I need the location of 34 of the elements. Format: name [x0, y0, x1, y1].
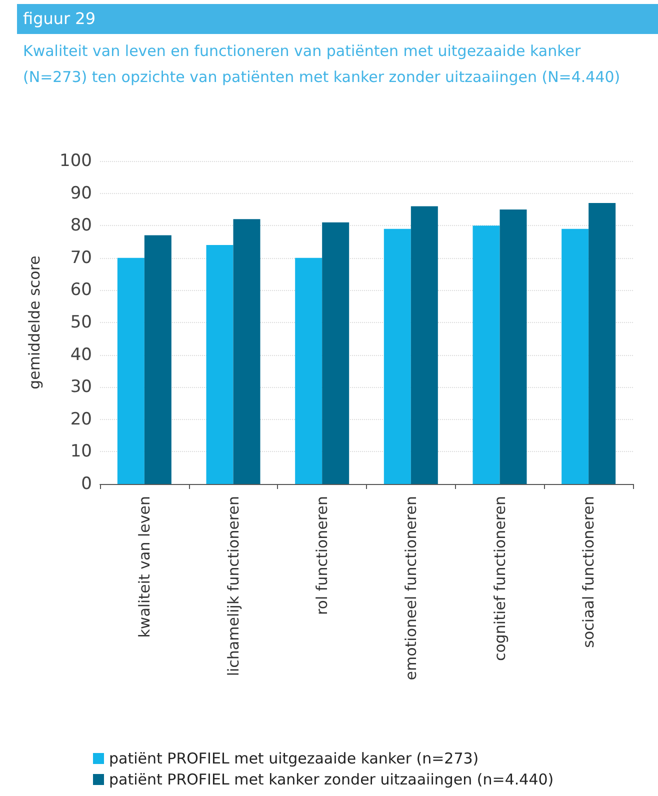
- y-tick-label: 10: [70, 442, 92, 462]
- y-tick-label: 100: [60, 151, 92, 171]
- y-tick-label: 60: [70, 280, 92, 300]
- bar: [206, 244, 234, 484]
- y-tick-label: 70: [70, 248, 92, 268]
- chart-subtitle: Kwaliteit van leven en functioneren van patiënten met uitgezaaide kanker (N=273) ten opzichte van patiënten met kanker zonder uitzaaiingen (N=4.440): [23, 41, 622, 88]
- bar: [233, 219, 260, 484]
- x-tick-label: cognitief functioneren: [490, 496, 509, 662]
- x-tick-label: emotioneel functioneren: [402, 496, 420, 680]
- x-tick-label: rol functioneren: [313, 496, 332, 616]
- y-tick-label: 30: [70, 377, 92, 398]
- y-axis-title: gemiddelde score: [26, 256, 44, 390]
- chart-title: figuur 29: [17, 4, 658, 34]
- y-tick-label: 50: [70, 312, 92, 332]
- bar: [410, 206, 438, 484]
- legend-label: patiënt PROFIEL met kanker zonder uitzaaiingen (n=4.440): [109, 770, 554, 788]
- bar: [384, 228, 411, 484]
- x-tick-label: sociaal functioneren: [580, 496, 598, 648]
- legend-label: patiënt PROFIEL met uitgezaaide kanker (n=273): [109, 750, 479, 768]
- bar: [117, 258, 144, 484]
- bar: [588, 202, 616, 484]
- y-tick-label: 80: [70, 216, 92, 236]
- bar: [144, 235, 172, 484]
- y-tick-label: 20: [70, 409, 92, 430]
- y-tick-label: 0: [81, 474, 92, 494]
- bar: [562, 228, 589, 484]
- bar: [295, 258, 322, 484]
- y-tick-label: 40: [70, 344, 92, 365]
- bar: [322, 222, 350, 484]
- x-tick-label: lichamelijk functioneren: [224, 496, 242, 676]
- bar: [472, 226, 500, 484]
- y-tick-label: 90: [70, 183, 92, 204]
- x-tick-label: kwaliteit van leven: [135, 496, 154, 638]
- bar: [500, 209, 527, 484]
